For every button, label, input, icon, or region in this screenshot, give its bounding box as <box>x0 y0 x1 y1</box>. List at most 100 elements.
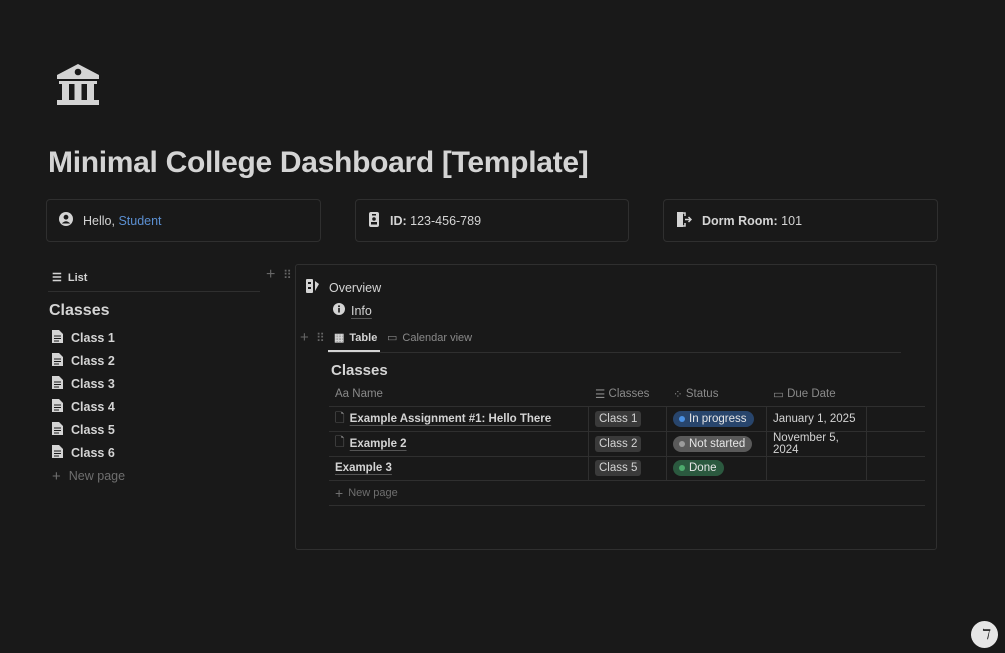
calendar-icon: ▭ <box>387 332 398 344</box>
sidebar-item-label: Class 2 <box>71 354 115 368</box>
column-header-due-date[interactable]: ▭ Due Date <box>767 382 867 406</box>
tab-table[interactable]: ▦ Table <box>334 331 377 345</box>
sidebar-new-page[interactable]: + New page <box>52 466 125 486</box>
sidebar-item-label: Class 4 <box>71 400 115 414</box>
classes-cell[interactable]: Class 5 <box>589 456 667 480</box>
page-icon: 🗋 <box>335 435 345 449</box>
status-badge: Not started <box>673 435 753 452</box>
active-tab-indicator <box>328 350 380 352</box>
drag-handle-icon[interactable]: ⠿ <box>283 268 292 282</box>
classes-cell[interactable]: Class 1 <box>589 407 667 431</box>
notebook-icon <box>306 279 321 296</box>
table-row[interactable]: 🗋 Example 2 Class 2 Not started November 5, … <box>329 431 925 457</box>
sidebar-item-class-5[interactable]: Class 5 <box>52 420 115 440</box>
due-date-cell[interactable] <box>767 456 867 480</box>
column-header-name[interactable]: Aa Name <box>335 388 383 400</box>
status-cell[interactable]: In progress <box>667 407 767 431</box>
sidebar-item-label: Class 6 <box>71 446 115 460</box>
empty-cell <box>867 432 925 456</box>
new-page-label: New page <box>348 487 398 499</box>
header-label: Due Date <box>787 388 836 400</box>
classes-cell[interactable]: Class 2 <box>589 431 667 456</box>
divider <box>328 352 901 353</box>
new-page-label: New page <box>68 469 126 483</box>
sidebar-item-class-6[interactable]: Class 6 <box>52 443 115 463</box>
table-row[interactable]: Example 3 Class 5 Done <box>329 456 925 481</box>
due-date-cell[interactable]: January 1, 2025 <box>767 407 867 431</box>
document-icon <box>52 422 63 438</box>
plus-icon: + <box>52 467 61 485</box>
document-icon <box>52 445 63 461</box>
empty-cell <box>867 456 925 480</box>
info-icon <box>333 303 345 318</box>
row-name[interactable]: Example 3 <box>335 462 392 474</box>
column-header-classes[interactable]: ☰ Classes <box>589 382 667 406</box>
status-label: Done <box>689 462 717 474</box>
name-cell[interactable]: 🗋 Example Assignment #1: Hello There <box>329 407 589 431</box>
sidebar-item-label: Class 5 <box>71 423 115 437</box>
status-label: In progress <box>689 413 747 425</box>
due-date-cell[interactable]: November 5, 2024 <box>767 431 867 456</box>
sidebar-item-class-3[interactable]: Class 3 <box>52 374 115 394</box>
info-link[interactable]: Info <box>333 303 372 318</box>
info-label: Info <box>351 303 372 318</box>
id-value: 123-456-789 <box>406 213 482 228</box>
header-label: Status <box>685 388 719 400</box>
id-label: ID: <box>390 213 407 228</box>
add-block-icon[interactable]: + <box>266 266 276 283</box>
name-cell[interactable]: Example 3 <box>329 456 589 480</box>
name-cell[interactable]: 🗋 Example 2 <box>329 431 589 456</box>
row-name[interactable]: Example Assignment #1: Hello There <box>349 413 552 425</box>
document-icon <box>52 353 63 369</box>
status-dot <box>679 465 685 471</box>
column-header-status[interactable]: ⁘ Status <box>667 382 767 406</box>
status-cell[interactable]: Not started <box>667 431 767 456</box>
dorm-label: Dorm Room: <box>702 213 778 228</box>
document-icon <box>52 330 63 346</box>
list-view-label: List <box>67 271 88 284</box>
drag-handle-icon[interactable]: ⠿ <box>316 331 325 345</box>
table-row[interactable]: 🗋 Example Assignment #1: Hello There Class… <box>329 407 925 432</box>
status-badge: Done <box>673 460 724 476</box>
list-view-tab[interactable]: ☰ List <box>52 271 88 285</box>
table-new-page[interactable]: + New page <box>329 481 925 506</box>
add-block-icon[interactable]: + <box>300 329 309 346</box>
sidebar-item-class-2[interactable]: Class 2 <box>52 351 115 371</box>
divider <box>48 291 260 292</box>
due-date: January 1, 2025 <box>773 413 856 425</box>
header-label: Classes <box>608 388 650 400</box>
empty-header <box>867 382 925 406</box>
class-tag: Class 5 <box>595 460 642 476</box>
page-icon: 🗋 <box>335 410 345 425</box>
sidebar-item-label: Class 1 <box>71 331 115 345</box>
table-header: Aa Name ☰ Classes ⁘ Status ▭ Due Date <box>329 382 925 407</box>
greeting-card: Hello, Student <box>46 199 321 242</box>
status-cell[interactable]: Done <box>667 456 767 480</box>
sidebar-heading: Classes <box>49 302 110 319</box>
calendar-icon: ▭ <box>773 389 788 401</box>
tab-label: Calendar view <box>402 331 473 344</box>
empty-cell <box>867 407 925 431</box>
database-title: Classes <box>331 362 388 379</box>
overview-label: Overview <box>329 280 382 295</box>
table-icon: ▦ <box>334 332 345 344</box>
class-tag: Class 1 <box>595 411 642 427</box>
tab-calendar-view[interactable]: ▭ Calendar view <box>387 331 473 345</box>
id-badge-icon <box>368 211 380 230</box>
document-icon <box>52 399 63 415</box>
sidebar-item-label: Class 3 <box>71 377 115 391</box>
status-dot <box>679 416 685 422</box>
status-spinner-icon: ⁘ <box>673 389 686 401</box>
sidebar-item-class-4[interactable]: Class 4 <box>52 397 115 417</box>
sidebar-item-class-1[interactable]: Class 1 <box>52 328 115 348</box>
row-name[interactable]: Example 2 <box>349 437 407 450</box>
door-exit-icon <box>676 211 693 230</box>
status-label: Not started <box>689 437 746 450</box>
dorm-card: Dorm Room: 101 <box>663 199 938 242</box>
overview-link[interactable]: Overview <box>306 279 381 296</box>
greeting-label: Hello, <box>83 213 119 228</box>
dorm-value: 101 <box>777 213 803 228</box>
student-link[interactable]: Student <box>118 213 162 228</box>
page-title: Minimal College Dashboard [Template] <box>48 146 589 179</box>
help-button[interactable]: ℸ <box>971 621 998 648</box>
